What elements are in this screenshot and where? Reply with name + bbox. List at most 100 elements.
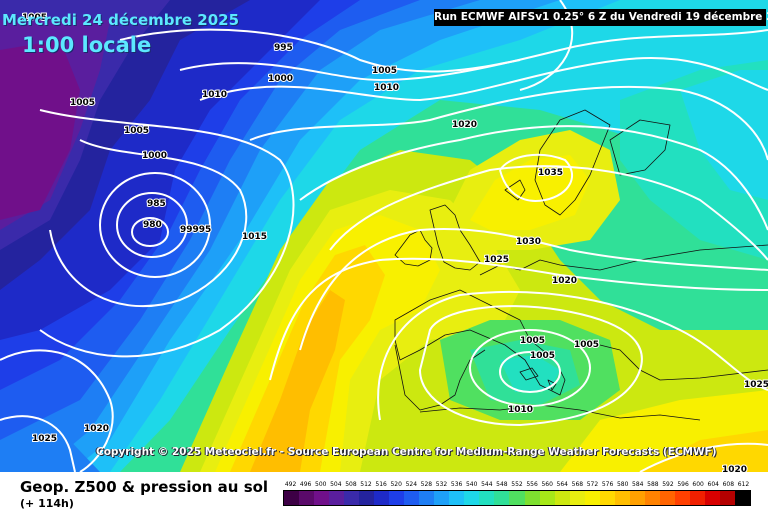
- color-scale-tick: 604: [707, 481, 719, 488]
- color-scale-swatch: [449, 491, 465, 505]
- color-scale-swatch: [554, 491, 570, 505]
- isobar-label: 99995: [180, 225, 211, 235]
- isobar-label: 1005: [70, 98, 95, 108]
- color-scale-swatch: [374, 491, 390, 505]
- isobar-label: 1020: [722, 465, 747, 472]
- isobar-label: 1030: [516, 237, 541, 247]
- color-scale-tick: 496: [299, 481, 312, 488]
- color-scale-swatch: [434, 491, 450, 505]
- color-scale-tick: 524: [405, 481, 418, 488]
- color-scale-swatch: [524, 491, 540, 505]
- color-scale-swatch: [644, 491, 660, 505]
- isobar-label: 1005: [574, 340, 599, 350]
- isobar-label: 1025: [32, 434, 57, 444]
- color-scale-swatch: [494, 491, 510, 505]
- color-scale-swatch: [389, 491, 405, 505]
- color-scale-tick: 512: [360, 481, 372, 488]
- color-scale-tick: 508: [345, 481, 357, 488]
- color-scale-swatch: [329, 491, 345, 505]
- color-scale-swatch: [569, 491, 585, 505]
- color-scale-swatch: [599, 491, 615, 505]
- color-scale-tick: 588: [647, 481, 659, 488]
- color-scale-tick: 592: [662, 481, 674, 488]
- color-scale-bar: [283, 490, 751, 506]
- color-scale-tick: 568: [571, 481, 584, 488]
- color-scale-swatch: [314, 491, 330, 505]
- copyright-text: Copyright © 2025 Meteociel.fr - Source E…: [96, 446, 717, 458]
- isobar-label: 1005: [520, 336, 545, 346]
- color-scale-swatch: [614, 491, 630, 505]
- color-scale: 492 496 500 504 508 512 516 520 524 528 532 536 540 5…: [283, 481, 751, 506]
- run-info: Run ECMWF AIFSv1 0.25° 6 Z du Vendredi 1…: [434, 9, 768, 26]
- color-scale-tick: 612: [737, 481, 750, 488]
- isobar-label: 1015: [242, 232, 267, 242]
- color-scale-swatch: [344, 491, 360, 505]
- color-scale-tick: 564: [556, 481, 568, 488]
- color-scale-swatch: [659, 491, 675, 505]
- isobar-label: 1005: [124, 126, 149, 136]
- parameter-title: Geop. Z500 & pression au sol: [20, 478, 269, 496]
- isobar-label: 1020: [552, 276, 577, 286]
- color-scale-swatch: [419, 491, 435, 505]
- isobar-label: 985: [147, 199, 166, 209]
- isobar-label: 1005: [22, 13, 47, 23]
- color-scale-tick: 544: [481, 481, 493, 488]
- isobar-label: 1000: [268, 74, 293, 84]
- color-scale-tick: 580: [616, 481, 629, 488]
- legend-footer: Geop. Z500 & pression au sol (+ 114h) 49…: [0, 472, 768, 512]
- isobar-label: 1025: [744, 380, 768, 390]
- color-scale-swatch: [479, 491, 495, 505]
- color-scale-swatch: [359, 491, 375, 505]
- color-scale-tick: 540: [465, 481, 478, 488]
- isobar-label: 1025: [484, 255, 509, 265]
- isobars: [0, 0, 768, 472]
- isobar-label: 1000: [142, 151, 167, 161]
- isobar-label: 995: [274, 43, 293, 53]
- forecast-date: Mercredi 24 décembre 2025: [2, 11, 240, 29]
- color-scale-swatch: [299, 491, 315, 505]
- color-scale-swatch: [404, 491, 420, 505]
- isobar-label: 1035: [538, 168, 563, 178]
- isobar-label: 1005: [372, 66, 397, 76]
- color-scale-swatch: [719, 491, 735, 505]
- color-scale-labels: 492 496 500 504 508 512 516 520 524 528 532 536 540 5…: [283, 481, 751, 490]
- forecast-time: 1:00 locale: [22, 33, 152, 57]
- color-scale-tick: 600: [692, 481, 704, 488]
- color-scale-tick: 504: [330, 481, 342, 488]
- color-scale-tick: 548: [496, 481, 508, 488]
- color-scale-tick: 492: [284, 481, 297, 488]
- forecast-lead-time: (+ 114h): [20, 497, 74, 510]
- color-scale-tick: 528: [420, 481, 433, 488]
- isobar-label: 1010: [202, 90, 227, 100]
- color-scale-swatch: [689, 491, 705, 505]
- color-scale-tick: 552: [511, 481, 523, 488]
- isobar-label: 1020: [452, 120, 477, 130]
- color-scale-tick: 576: [601, 481, 614, 488]
- color-scale-tick: 532: [435, 481, 448, 488]
- color-scale-swatch: [284, 491, 300, 505]
- color-scale-swatch: [704, 491, 720, 505]
- isobar-labels: 1005 995 1000 1010 1005 1010 1005 1005 1…: [21, 12, 768, 472]
- color-scale-swatch: [674, 491, 690, 505]
- color-scale-tick: 516: [375, 481, 387, 488]
- color-scale-swatch: [734, 491, 750, 505]
- color-scale-tick: 584: [632, 481, 644, 488]
- color-scale-swatch: [539, 491, 555, 505]
- color-scale-tick: 560: [541, 481, 553, 488]
- color-scale-tick: 500: [315, 481, 327, 488]
- weather-map: 1005 995 1000 1010 1005 1010 1005 1005 1…: [0, 0, 768, 472]
- color-scale-swatch: [464, 491, 480, 505]
- low-centre-label: 1005: [530, 351, 555, 361]
- color-scale-tick: 536: [450, 481, 463, 488]
- color-scale-tick: 556: [526, 481, 538, 488]
- isobar-label: 1020: [84, 424, 109, 434]
- color-scale-swatch: [629, 491, 645, 505]
- color-scale-tick: 608: [722, 481, 735, 488]
- low-centre-label: 980: [143, 220, 162, 230]
- isobar-label: 1010: [374, 83, 399, 93]
- color-scale-tick: 596: [677, 481, 689, 488]
- color-scale-swatch: [584, 491, 600, 505]
- color-scale-tick: 572: [586, 481, 599, 488]
- color-scale-tick: 520: [390, 481, 402, 488]
- color-scale-swatch: [509, 491, 525, 505]
